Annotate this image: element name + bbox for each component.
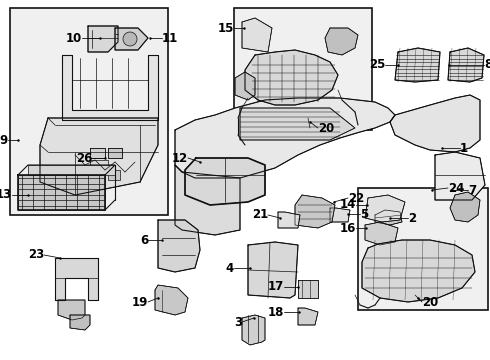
Polygon shape [240, 108, 355, 140]
Text: 3: 3 [234, 315, 242, 328]
Polygon shape [298, 280, 318, 298]
Polygon shape [245, 50, 338, 105]
Text: 19: 19 [132, 296, 148, 309]
Polygon shape [390, 95, 480, 152]
Text: 14: 14 [340, 198, 356, 211]
Polygon shape [90, 148, 105, 158]
Circle shape [123, 32, 137, 46]
Text: 25: 25 [368, 58, 385, 72]
Text: 11: 11 [162, 31, 178, 45]
Text: 7: 7 [468, 184, 476, 197]
Polygon shape [375, 210, 402, 225]
Text: 2: 2 [408, 211, 416, 225]
Text: 26: 26 [75, 152, 92, 165]
Polygon shape [450, 192, 480, 222]
Bar [358, 188, 488, 310]
Text: 1: 1 [460, 141, 468, 154]
Text: 24: 24 [448, 181, 465, 194]
Bar [28, 165, 115, 175]
Polygon shape [18, 175, 105, 210]
Text: 8: 8 [484, 58, 490, 72]
Polygon shape [155, 285, 188, 315]
Polygon shape [395, 48, 440, 82]
Bar [90, 160, 108, 170]
Text: 15: 15 [218, 22, 234, 35]
Text: 20: 20 [422, 296, 438, 309]
Polygon shape [175, 98, 395, 178]
Polygon shape [248, 242, 298, 298]
Polygon shape [330, 208, 350, 222]
Polygon shape [108, 148, 122, 158]
Polygon shape [158, 220, 200, 272]
Polygon shape [70, 315, 90, 330]
Polygon shape [185, 158, 265, 205]
Polygon shape [448, 48, 484, 82]
Polygon shape [365, 222, 398, 245]
Text: 5: 5 [360, 207, 368, 220]
Polygon shape [175, 165, 240, 235]
Text: 22: 22 [348, 192, 364, 204]
Polygon shape [55, 258, 98, 300]
Text: 18: 18 [268, 306, 284, 319]
Bar [234, 8, 372, 130]
Polygon shape [58, 300, 85, 320]
Bar [108, 170, 120, 180]
Polygon shape [435, 152, 485, 200]
Polygon shape [278, 212, 300, 228]
Bar [92, 168, 104, 180]
Text: 12: 12 [172, 152, 188, 165]
Polygon shape [242, 315, 265, 345]
Polygon shape [40, 118, 158, 195]
Polygon shape [115, 28, 148, 50]
Text: 23: 23 [28, 248, 44, 261]
Text: 21: 21 [252, 208, 268, 221]
Text: 13: 13 [0, 189, 12, 202]
Text: 20: 20 [318, 122, 334, 135]
Text: 9: 9 [0, 134, 8, 147]
Text: 17: 17 [268, 280, 284, 293]
Polygon shape [295, 195, 335, 228]
Text: 6: 6 [140, 234, 148, 247]
Polygon shape [235, 72, 255, 100]
Bar [78, 170, 90, 180]
Text: 16: 16 [340, 221, 356, 234]
Text: 4: 4 [226, 261, 234, 274]
Polygon shape [362, 240, 475, 302]
Text: 10: 10 [66, 31, 82, 45]
Bar [10, 8, 168, 215]
Polygon shape [325, 28, 358, 55]
Polygon shape [62, 55, 158, 120]
Polygon shape [88, 26, 118, 52]
Polygon shape [298, 308, 318, 325]
Polygon shape [365, 195, 405, 222]
Polygon shape [242, 18, 272, 52]
